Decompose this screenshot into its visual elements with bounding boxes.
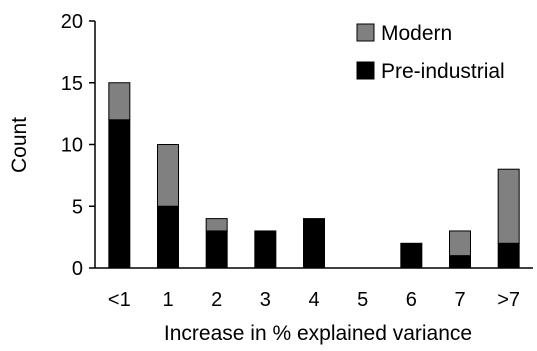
bar-segment-pre-industrial (497, 242, 520, 269)
y-axis-title: Count (8, 117, 31, 173)
bar-segment-modern (108, 82, 131, 121)
x-axis-title: Increase in % explained variance (164, 322, 472, 345)
legend-swatch (356, 61, 375, 80)
x-tick-label: <1 (108, 289, 131, 311)
legend: Modern Pre-industrial (356, 22, 505, 83)
bar-segment-modern (205, 218, 228, 232)
y-tick-label: 5 (72, 196, 83, 218)
bar-segment-pre-industrial (400, 242, 423, 269)
legend-label: Pre-industrial (381, 60, 505, 83)
bar-segment-pre-industrial (108, 119, 131, 269)
y-tick-label: 10 (61, 135, 83, 157)
x-tick-label: 5 (357, 289, 368, 311)
x-tick-label: 4 (308, 289, 319, 311)
bar-segment-pre-industrial (449, 255, 471, 269)
x-tick-label: 1 (162, 289, 173, 311)
y-ticks-group: 0 5 10 15 20 (61, 11, 95, 280)
x-tick-label: 2 (211, 289, 222, 311)
x-ticks-group: <1 1 2 3 4 5 6 7 >7 (108, 289, 520, 311)
y-tick-label: 15 (61, 73, 83, 95)
x-tick-label: 7 (454, 289, 465, 311)
bar-segment-modern (449, 230, 471, 257)
bar-segment-pre-industrial (303, 218, 325, 269)
x-tick-label: 3 (260, 289, 271, 311)
bar-segment-pre-industrial (254, 230, 277, 269)
bar-segment-modern (497, 168, 520, 244)
y-tick-label: 20 (61, 11, 83, 33)
bars-group (108, 82, 520, 269)
bar-segment-pre-industrial (157, 205, 179, 269)
bar-segment-modern (157, 144, 179, 207)
legend-label: Modern (381, 22, 452, 45)
x-tick-label: 6 (406, 289, 417, 311)
legend-swatch (356, 23, 375, 42)
x-tick-label: >7 (497, 289, 520, 311)
bar-segment-pre-industrial (205, 230, 228, 269)
y-tick-label: 0 (72, 258, 83, 280)
